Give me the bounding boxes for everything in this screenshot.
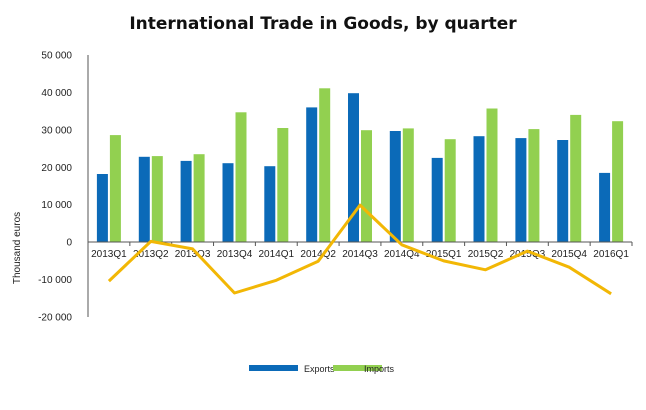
y-axis-label: Thousand euros <box>12 212 23 284</box>
bar-exports <box>138 156 150 243</box>
bar-imports <box>402 128 414 243</box>
x-tick-label: 2014Q4 <box>384 249 420 260</box>
x-tick-label: 2013Q2 <box>133 249 169 260</box>
x-tick-label: 2015Q1 <box>426 249 462 260</box>
bar-exports <box>557 140 569 243</box>
y-tick-label: 30 000 <box>41 125 72 136</box>
y-axis: 50 000 40 000 30 000 20 000 10 000 0 -10 000 -2… <box>38 51 89 324</box>
legend: Exports Imports <box>249 364 395 374</box>
line-series-0 <box>107 203 612 296</box>
bar-imports <box>528 129 540 243</box>
bar-exports <box>515 138 527 243</box>
bar-exports <box>306 107 318 243</box>
x-tick-labels: 2013Q1 2013Q2 2013Q3 2013Q4 2014Q1 2014Q2 2014… <box>91 249 629 260</box>
chart-title: International Trade in Goods, by quarter <box>129 14 517 34</box>
x-tick-label: 2014Q3 <box>342 249 378 260</box>
y-tick-label: 40 000 <box>41 88 72 99</box>
bar-imports <box>151 156 163 243</box>
bar-exports <box>473 136 485 243</box>
y-tick-label: 0 <box>66 238 72 249</box>
x-tick-label: 2013Q1 <box>91 249 127 260</box>
x-tick-label: 2015Q4 <box>551 249 587 260</box>
y-tick-labels: 50 000 40 000 30 000 20 000 10 000 0 -10 000 -2… <box>38 51 72 324</box>
bar-exports <box>96 174 108 243</box>
bar-exports <box>180 160 192 243</box>
bar-exports <box>431 157 443 243</box>
legend-exports-label: Exports <box>304 364 335 374</box>
x-tick-label: 2013Q4 <box>217 249 253 260</box>
bar-imports <box>486 108 498 243</box>
bar-imports <box>361 130 372 243</box>
y-tick-label: -20 000 <box>38 313 72 324</box>
bar-exports <box>599 172 611 243</box>
x-tick-label: 2014Q1 <box>259 249 295 260</box>
bar-imports <box>319 88 331 243</box>
bar-imports <box>612 121 624 243</box>
x-tick-label: 2014Q2 <box>300 249 336 260</box>
bar-exports <box>348 93 359 243</box>
y-tick-label: 50 000 <box>41 51 72 62</box>
x-tick-label: 2015Q2 <box>468 249 504 260</box>
bar-exports <box>389 131 401 243</box>
x-tick-label: 2013Q3 <box>175 249 211 260</box>
legend-imports-label: Imports <box>364 364 395 374</box>
y-tick-label: 20 000 <box>41 163 72 174</box>
bar-imports <box>570 114 582 243</box>
bar-imports <box>235 112 247 243</box>
x-tick-label: 2016Q1 <box>593 249 629 260</box>
legend-exports-swatch <box>249 365 298 371</box>
y-tick-label: -10 000 <box>38 275 72 286</box>
bar-imports <box>109 135 121 243</box>
bar-imports <box>277 128 289 243</box>
bar-imports <box>193 154 205 243</box>
bars <box>96 88 624 243</box>
bar-exports <box>222 163 234 243</box>
bar-imports <box>444 139 456 243</box>
x-tick-label: 2015Q3 <box>510 249 546 260</box>
y-tick-label: 10 000 <box>41 200 72 211</box>
bar-exports <box>264 166 276 243</box>
legend-imports-swatch <box>333 365 382 371</box>
